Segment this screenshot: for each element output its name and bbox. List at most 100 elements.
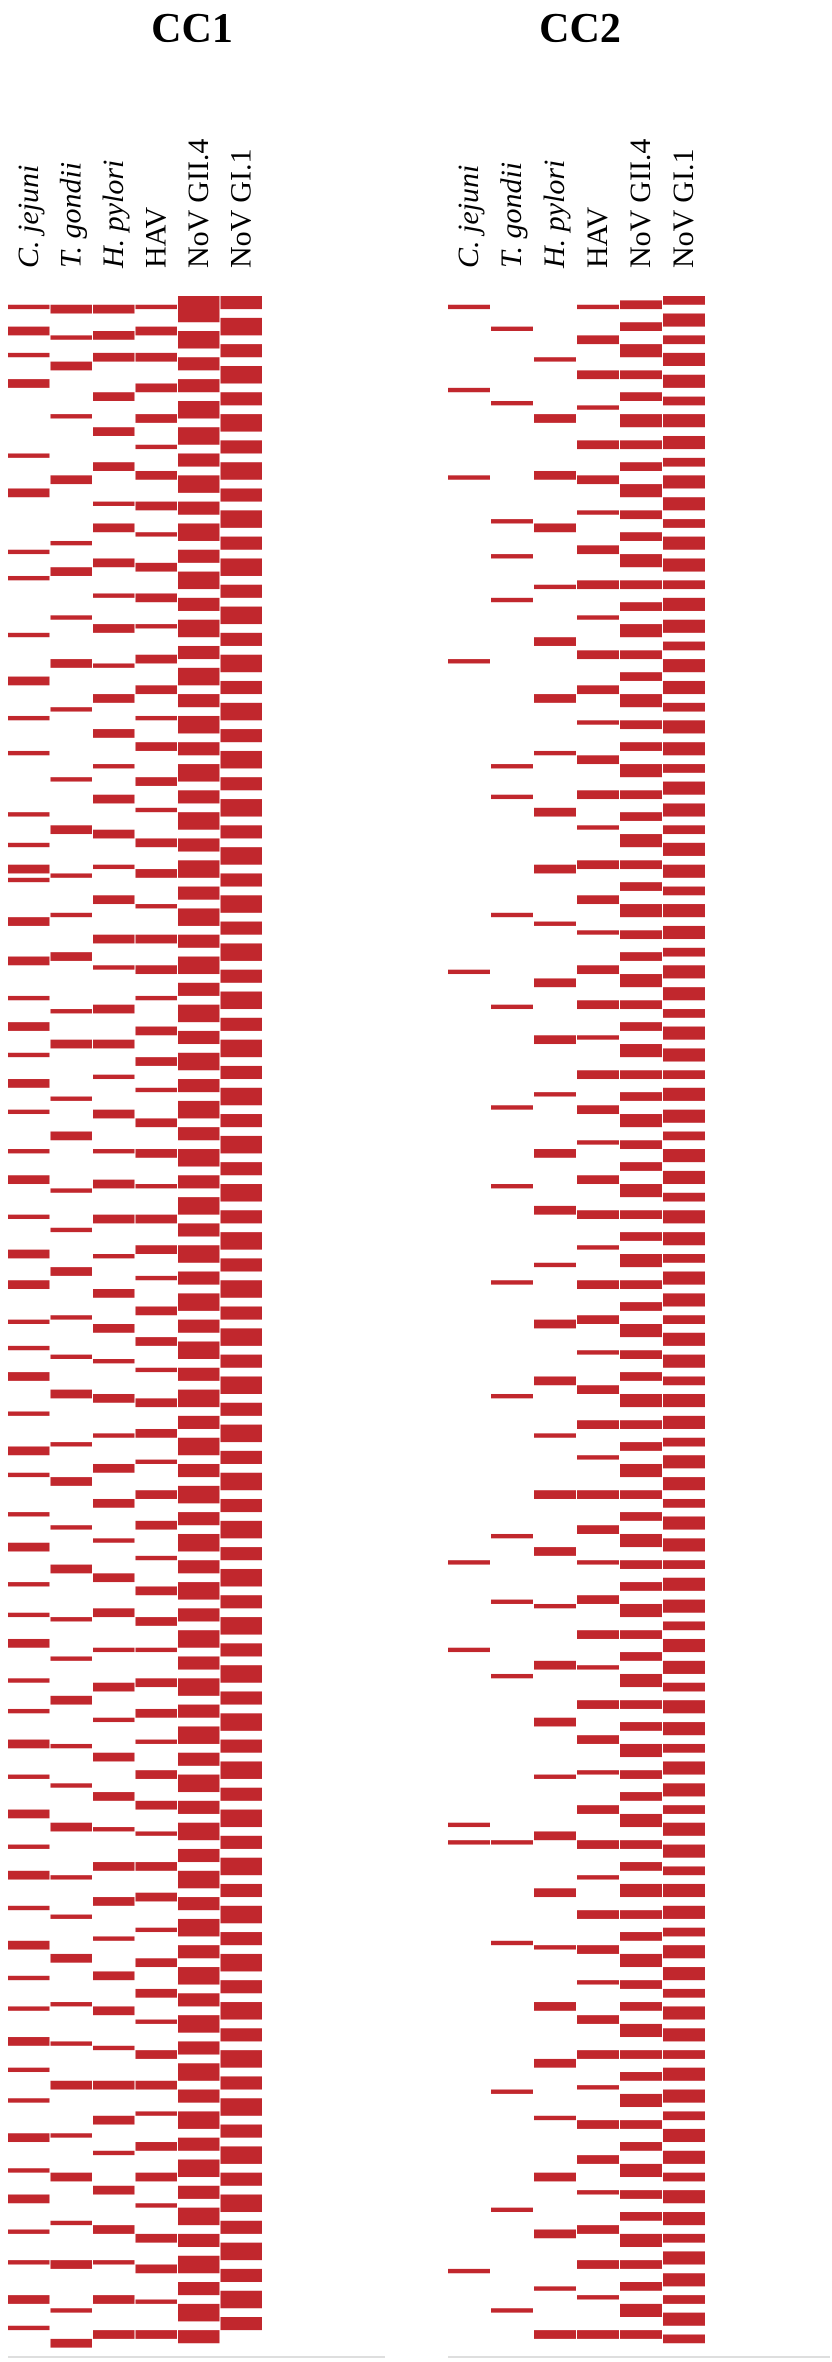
heatmap-cell-cc2-nov-gii-4 <box>620 2120 662 2129</box>
heatmap-cell-cc2-nov-gi-1 <box>663 864 705 878</box>
column-label-cc2-nov-gii-4: NoV GII.4 <box>624 139 657 268</box>
heatmap-cell-cc2-nov-gii-4 <box>620 2330 662 2339</box>
heatmap-cell-cc1-nov-gii-4 <box>178 1052 220 1071</box>
heatmap-cell-cc1-nov-gi-1 <box>220 1376 262 1394</box>
heatmap-cell-cc1-hav <box>135 1958 177 1968</box>
heatmap-cell-cc1-hav <box>135 1739 177 1744</box>
heatmap-cell-cc1-nov-gii-4 <box>178 296 220 323</box>
heatmap-cell-cc1-nov-gi-1 <box>220 536 262 550</box>
heatmap-cell-cc2-nov-gi-1 <box>663 352 705 366</box>
heatmap-cell-cc1-hav <box>135 1647 177 1653</box>
heatmap-cell-cc2-nov-gii-4 <box>620 370 662 380</box>
heatmap-cell-cc2-hav <box>577 1805 619 1814</box>
heatmap-cell-cc1-nov-gii-4 <box>178 908 220 926</box>
heatmap-cell-cc2-nov-gii-4 <box>620 1393 662 1408</box>
heatmap-cell-cc2-nov-gi-1 <box>663 1927 705 1937</box>
heatmap-cell-cc2-nov-gii-4 <box>620 1980 662 1989</box>
heatmap-cell-cc2-nov-gii-4 <box>620 554 662 568</box>
heatmap-cell-cc2-nov-gi-1 <box>663 536 705 550</box>
heatmap-cell-cc1-h-pylori <box>93 694 135 703</box>
heatmap-cell-cc1-hav <box>135 2019 177 2024</box>
heatmap-cell-cc2-nov-gii-4 <box>620 1813 662 1828</box>
heatmap-cell-cc2-nov-gi-1 <box>663 2273 705 2287</box>
heatmap-cell-cc1-nov-gi-1 <box>220 2194 262 2213</box>
heatmap-cell-cc1-nov-gii-4 <box>178 571 220 590</box>
heatmap-cell-cc2-nov-gii-4 <box>620 812 662 821</box>
heatmap-cell-cc1-hav <box>135 807 177 813</box>
heatmap-cell-cc2-nov-gi-1 <box>663 1883 705 1898</box>
heatmap-cell-cc2-hav <box>577 2050 619 2059</box>
heatmap-cell-cc2-hav <box>577 1910 619 1919</box>
heatmap-cell-cc1-nov-gi-1 <box>220 1280 262 1298</box>
heatmap-cell-cc1-nov-gii-4 <box>178 715 220 734</box>
heatmap-cell-cc1-h-pylori <box>93 1149 135 1154</box>
heatmap-cell-cc2-t-gondii <box>491 554 533 559</box>
heatmap-cell-cc1-c-jejuni <box>8 1372 50 1381</box>
heatmap-cell-cc1-t-gondii <box>50 1822 92 1832</box>
heatmap-cell-cc2-nov-gii-4 <box>620 2002 662 2011</box>
heatmap-cell-cc1-h-pylori <box>93 1717 135 1723</box>
heatmap-cell-cc1-t-gondii <box>50 1914 92 1919</box>
heatmap-cell-cc2-nov-gii-4 <box>620 344 662 358</box>
heatmap-cell-cc1-c-jejuni <box>8 1214 50 1220</box>
heatmap-cell-cc1-nov-gii-4 <box>178 1463 220 1478</box>
heatmap-cell-cc2-nov-gi-1 <box>663 1516 705 1530</box>
heatmap-cell-cc1-nov-gii-4 <box>178 597 220 611</box>
heatmap-cell-cc1-nov-gii-4 <box>178 764 220 782</box>
heatmap-cell-cc1-nov-gii-4 <box>178 331 220 349</box>
heatmap-cell-cc1-nov-gii-4 <box>178 2282 220 2296</box>
heatmap-cell-cc2-t-gondii <box>491 764 533 769</box>
heatmap-cell-cc2-hav <box>577 1490 619 1499</box>
heatmap-cell-cc1-nov-gii-4 <box>178 1004 220 1023</box>
heatmap-cell-cc1-h-pylori <box>93 729 135 738</box>
heatmap-cell-cc2-nov-gii-4 <box>620 1463 662 1478</box>
heatmap-cell-cc2-nov-gi-1 <box>663 1415 705 1429</box>
heatmap-cell-cc2-c-jejuni <box>448 475 490 480</box>
heatmap-cell-cc2-t-gondii <box>491 1004 533 1010</box>
heatmap-cell-cc1-t-gondii <box>50 1477 92 1486</box>
heatmap-cell-cc1-nov-gii-4 <box>178 1389 220 1408</box>
heatmap-cell-cc1-nov-gii-4 <box>178 2233 220 2248</box>
heatmap-cell-cc2-nov-gii-4 <box>620 974 662 988</box>
heatmap-cell-cc1-c-jejuni <box>8 1739 50 1749</box>
heatmap-cell-cc2-c-jejuni <box>448 1840 490 1845</box>
heatmap-cell-cc1-hav <box>135 2172 177 2182</box>
heatmap-cell-cc1-hav <box>135 304 177 310</box>
heatmap-cell-cc2-h-pylori <box>534 1547 576 1556</box>
heatmap-cell-cc2-nov-gii-4 <box>620 1044 662 1058</box>
heatmap-cell-cc2-nov-gi-1 <box>663 2111 705 2121</box>
heatmap-cell-cc1-h-pylori <box>93 1538 135 1543</box>
heatmap-cell-cc1-c-jejuni <box>8 1809 50 1819</box>
heatmap-cell-cc1-c-jejuni <box>8 1975 50 1981</box>
heatmap-cell-cc2-nov-gi-1 <box>663 1131 705 1141</box>
heatmap-cell-cc1-h-pylori <box>93 1214 135 1224</box>
heatmap-cell-cc2-hav <box>577 930 619 935</box>
heatmap-cell-cc1-c-jejuni <box>8 812 50 817</box>
heatmap-cell-cc1-h-pylori <box>93 593 135 598</box>
heatmap-cell-cc1-nov-gii-4 <box>178 886 220 900</box>
heatmap-cell-cc1-t-gondii <box>50 1617 92 1622</box>
heatmap-cell-cc1-nov-gi-1 <box>220 895 262 913</box>
heatmap-cell-cc1-h-pylori <box>93 331 135 340</box>
heatmap-cell-cc1-hav <box>135 1988 177 1998</box>
heatmap-cell-cc2-nov-gii-4 <box>620 882 662 891</box>
heatmap-cell-cc2-t-gondii <box>491 1673 533 1679</box>
heatmap-cell-cc1-nov-gi-1 <box>220 606 262 625</box>
heatmap-cell-cc2-nov-gi-1 <box>663 2028 705 2042</box>
heatmap-cell-cc2-nov-gii-4 <box>620 650 662 660</box>
heatmap-cell-cc1-nov-gi-1 <box>220 365 262 384</box>
heatmap-cell-cc2-nov-gi-1 <box>663 1026 705 1040</box>
heatmap-cell-cc1-nov-gi-1 <box>220 825 262 839</box>
heatmap-cell-cc1-hav <box>135 654 177 664</box>
heatmap-cell-cc1-t-gondii <box>50 1389 92 1399</box>
heatmap-cell-cc2-nov-gi-1 <box>663 1822 705 1836</box>
heatmap-cell-cc2-hav <box>577 1980 619 1985</box>
heatmap-cell-cc1-t-gondii <box>50 1783 92 1788</box>
heatmap-cell-cc1-hav <box>135 2142 177 2151</box>
heatmap-cell-cc2-nov-gii-4 <box>620 1512 662 1521</box>
heatmap-cell-cc2-nov-gi-1 <box>663 1599 705 1613</box>
heatmap-cell-cc2-hav <box>577 304 619 310</box>
heatmap-cell-cc1-c-jejuni <box>8 1542 50 1552</box>
heatmap-cell-cc1-t-gondii <box>50 1695 92 1705</box>
heatmap-cell-cc1-t-gondii <box>50 1743 92 1749</box>
